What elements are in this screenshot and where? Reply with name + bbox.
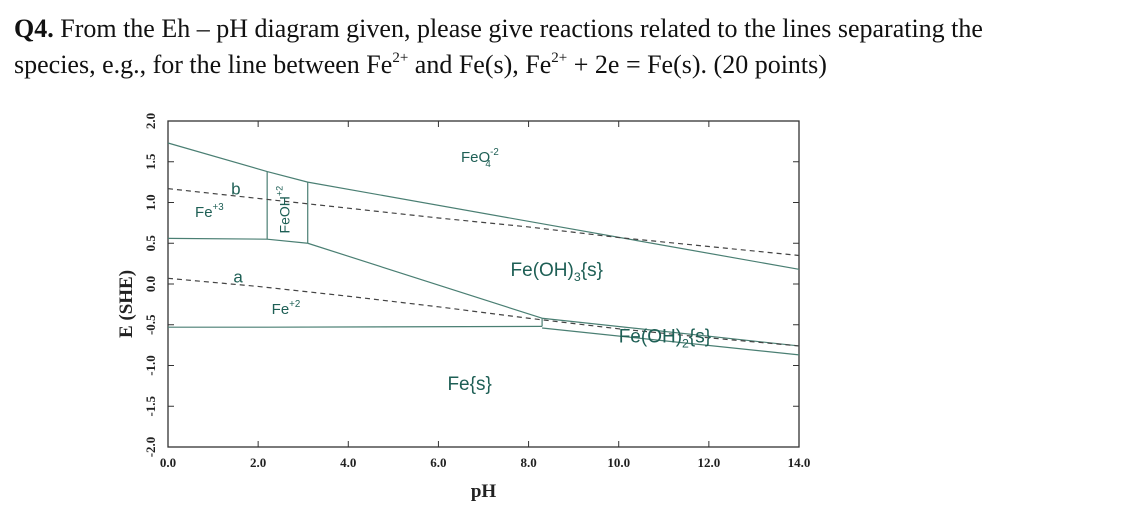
x-tick-label: 6.0 (430, 455, 446, 470)
y-tick-label: -1.5 (143, 395, 158, 416)
region-label: Fe(OH)3{s} (511, 260, 603, 284)
x-tick-label: 2.0 (250, 455, 266, 470)
region-label: Fe+3 (195, 202, 224, 221)
y-tick-label: -0.5 (143, 314, 158, 335)
question-text-1: From the Eh – pH diagram given, please g… (53, 14, 983, 43)
question-text-2b: and Fe(s), Fe (408, 50, 552, 79)
y-axis-label: E (SHE) (116, 270, 137, 338)
x-tick-label: 8.0 (520, 455, 536, 470)
x-tick-label: 10.0 (607, 455, 630, 470)
boundary-line-solid (167, 142, 800, 270)
superscript: 2+ (551, 50, 568, 66)
question-number: Q4. (14, 14, 54, 43)
boundary-line-solid (542, 327, 800, 356)
y-tick-label: 1.5 (143, 153, 158, 170)
region-label: FeOH+2 (275, 186, 293, 234)
y-tick-label: -2.0 (143, 437, 158, 458)
question-text-2c: + 2e = Fe(s). (20 points) (567, 50, 827, 79)
y-tick-label: 2.0 (143, 113, 158, 129)
region-label: Fe(OH)2{s} (619, 327, 711, 351)
boundary-line-dashed (167, 188, 800, 257)
region-label: b (231, 179, 240, 198)
boundary-line-solid (542, 317, 800, 347)
x-tick-label: 14.0 (788, 455, 811, 470)
question-text-2a: species, e.g., for the line between Fe (14, 50, 393, 79)
superscript: 2+ (392, 50, 409, 66)
boundary-line-solid (167, 237, 308, 244)
region-label: a (233, 267, 243, 286)
question-line-1: Q4. From the Eh – pH diagram given, plea… (14, 14, 983, 44)
question-line-2: species, e.g., for the line between Fe2+… (14, 50, 827, 80)
y-tick-label: 0.0 (143, 276, 158, 292)
boundary-line-solid (168, 325, 543, 328)
y-tick-label: -1.0 (143, 355, 158, 376)
region-label: Fe{s} (447, 374, 491, 395)
region-label: FeO-2 4 (461, 147, 499, 170)
boundary-line-solid (307, 242, 543, 319)
y-tick-label: 0.5 (143, 235, 158, 252)
y-tick-label: 1.0 (143, 194, 158, 210)
x-tick-label: 4.0 (340, 455, 356, 470)
x-axis-label: pH (471, 481, 497, 502)
boundary-line-dashed (167, 277, 800, 347)
region-label: Fe+2 (272, 299, 301, 318)
x-tick-label: 12.0 (697, 455, 720, 470)
x-tick-label: 0.0 (160, 455, 176, 470)
